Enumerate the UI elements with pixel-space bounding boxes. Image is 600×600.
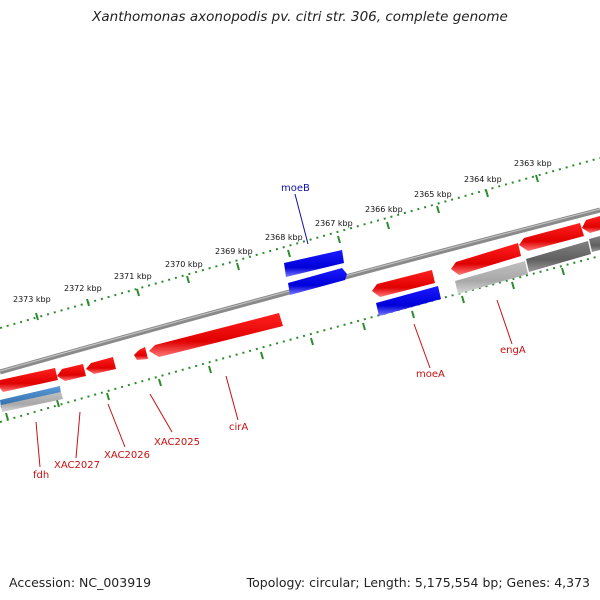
ruler-tick: [208, 365, 212, 374]
ruler-tick: [86, 298, 90, 307]
outer-ruler-ticks: [35, 174, 539, 321]
ruler-tick: [56, 399, 60, 408]
gene-label-XAC2025[interactable]: XAC2025: [154, 437, 200, 448]
gene-XAC2027-forward[interactable]: [57, 364, 86, 381]
ruler-tick: [136, 288, 140, 297]
gene-fdh-forward[interactable]: [0, 368, 58, 392]
gene-cirA-forward[interactable]: [149, 313, 283, 357]
leader-XAC2026: [107, 403, 126, 448]
ruler-tick: [337, 235, 341, 244]
ruler-label: 2365 kbp: [414, 190, 452, 199]
ruler-tick: [158, 378, 162, 387]
leader-moeA: [413, 323, 431, 369]
ruler-label: 2363 kbp: [514, 159, 552, 168]
label-leaders: [35, 193, 513, 468]
feature-gray-3: [589, 236, 600, 252]
ruler-tick: [561, 267, 565, 276]
ruler-tick: [5, 412, 9, 421]
ruler-label: 2373 kbp: [13, 295, 51, 304]
ruler-label: 2371 kbp: [114, 272, 152, 281]
gene-label-XAC2026[interactable]: XAC2026: [104, 450, 150, 461]
gene-engA-forward[interactable]: [519, 223, 584, 251]
gene-moeA-forward[interactable]: [372, 270, 435, 297]
leader-XAC2025: [149, 393, 173, 433]
gene-reverse-2[interactable]: [288, 268, 347, 295]
ruler-label: 2372 kbp: [64, 284, 102, 293]
ruler-tick: [411, 310, 415, 319]
ruler-tick: [535, 174, 539, 183]
ruler-label: 2369 kbp: [215, 247, 253, 256]
leader-XAC2027: [75, 411, 81, 459]
gene-label-cirA[interactable]: cirA: [229, 422, 248, 433]
gene-label-moeB[interactable]: moeB: [281, 183, 310, 194]
map-title: Xanthomonas axonopodis pv. citri str. 30…: [92, 9, 508, 25]
gene-reverse-3[interactable]: [376, 286, 441, 316]
ruler-tick: [35, 312, 39, 321]
ruler-tick: [436, 205, 440, 214]
gene-forward-right-edge[interactable]: [582, 216, 600, 233]
gene-label-XAC2027[interactable]: XAC2027: [54, 460, 100, 471]
ruler-tick: [461, 295, 465, 304]
ruler-label: 2368 kbp: [265, 233, 303, 242]
gene-XAC2025-forward[interactable]: [134, 347, 148, 360]
gene-label-fdh[interactable]: fdh: [33, 470, 49, 481]
ruler-label: 2370 kbp: [165, 260, 203, 269]
ruler-tick: [106, 392, 110, 401]
leader-cirA: [225, 375, 239, 421]
ruler-label: 2364 kbp: [464, 175, 502, 184]
ruler-tick: [186, 275, 190, 284]
leader-engA: [496, 299, 513, 345]
gene-label-moeA[interactable]: moeA: [416, 369, 445, 380]
gene-XAC2026-forward[interactable]: [86, 357, 116, 374]
genome-summary-text: Topology: circular; Length: 5,175,554 bp…: [246, 575, 590, 590]
inner-ruler-ticks: [5, 267, 565, 421]
feature-gray-4: [1, 392, 63, 412]
gene-forward-right-1[interactable]: [451, 243, 521, 275]
ruler-tick: [287, 249, 291, 258]
ruler-tick: [362, 322, 366, 331]
ruler-tick: [310, 337, 314, 346]
ruler-label: 2366 kbp: [365, 205, 403, 214]
feature-gray-1: [455, 261, 528, 294]
ruler-tick: [386, 221, 390, 230]
gene-moeB-reverse[interactable]: [284, 250, 344, 277]
leader-moeB: [294, 193, 309, 245]
ruler-tick: [236, 262, 240, 271]
ruler-tick: [485, 189, 489, 198]
gene-label-engA[interactable]: engA: [500, 345, 526, 356]
feature-gray-2: [526, 241, 591, 272]
ruler-label: 2367 kbp: [315, 219, 353, 228]
ruler-tick: [260, 351, 264, 360]
leader-fdh: [35, 421, 41, 468]
outer-ruler-line: [0, 157, 600, 329]
ruler-tick: [511, 281, 515, 290]
accession-text: Accession: NC_003919: [9, 575, 152, 590]
